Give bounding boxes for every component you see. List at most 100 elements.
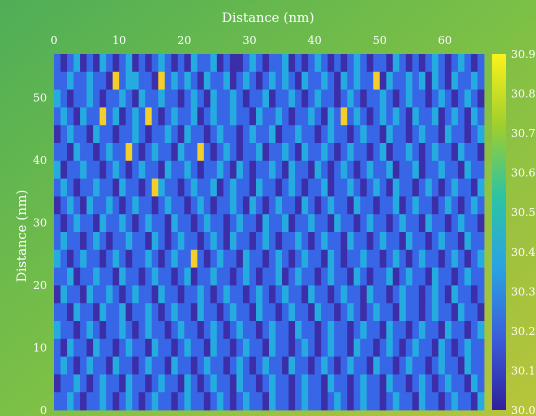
heatmap-cell bbox=[125, 71, 133, 90]
heatmap-cell bbox=[255, 356, 263, 375]
heatmap-cell bbox=[203, 89, 211, 108]
heatmap-cell bbox=[60, 89, 68, 108]
heatmap-cell bbox=[425, 338, 433, 357]
heatmap-cell bbox=[444, 232, 452, 251]
heatmap-cell bbox=[327, 321, 335, 340]
heatmap-cell bbox=[438, 214, 446, 233]
heatmap-cell bbox=[451, 160, 459, 179]
heatmap-cell bbox=[308, 356, 316, 375]
heatmap-cell bbox=[340, 303, 348, 322]
heatmap-cell bbox=[386, 321, 394, 340]
heatmap-cell bbox=[353, 374, 361, 393]
heatmap-cell bbox=[457, 143, 465, 162]
heatmap-cell bbox=[425, 374, 433, 393]
heatmap-cell bbox=[99, 392, 107, 411]
heatmap-cell bbox=[171, 321, 179, 340]
heatmap-cell bbox=[457, 374, 465, 393]
heatmap-cell bbox=[438, 374, 446, 393]
heatmap-cell bbox=[184, 267, 192, 286]
heatmap-cell bbox=[262, 249, 270, 268]
heatmap-cell bbox=[295, 54, 302, 73]
heatmap-cell bbox=[464, 267, 472, 286]
heatmap-cell bbox=[99, 214, 107, 233]
heatmap-cell bbox=[236, 125, 244, 144]
heatmap-cell bbox=[249, 143, 257, 162]
heatmap-cell bbox=[379, 249, 387, 268]
heatmap-cell bbox=[308, 89, 316, 108]
heatmap-cell bbox=[321, 321, 329, 340]
heatmap-cell bbox=[295, 249, 302, 268]
heatmap-cell bbox=[464, 285, 472, 304]
heatmap-cell bbox=[327, 338, 335, 357]
heatmap-cell bbox=[203, 196, 211, 215]
heatmap-cell bbox=[269, 374, 276, 393]
heatmap-cell bbox=[386, 249, 394, 268]
heatmap-cell bbox=[275, 249, 283, 268]
heatmap-cell bbox=[177, 71, 185, 90]
heatmap-cell bbox=[210, 196, 218, 215]
heatmap-cell bbox=[236, 54, 244, 73]
heatmap-cell bbox=[269, 143, 276, 162]
heatmap-cell bbox=[418, 374, 426, 393]
heatmap-cell bbox=[431, 285, 439, 304]
heatmap-cell bbox=[288, 125, 296, 144]
heatmap-cell bbox=[288, 107, 296, 126]
heatmap-cell bbox=[470, 338, 478, 357]
heatmap-cell bbox=[125, 125, 133, 144]
heatmap-cell bbox=[457, 178, 465, 197]
heatmap-cell bbox=[73, 267, 81, 286]
heatmap-cell bbox=[99, 249, 107, 268]
heatmap-cell bbox=[282, 374, 289, 393]
heatmap-cell bbox=[360, 143, 368, 162]
heatmap-cell bbox=[197, 303, 205, 322]
heatmap-cell bbox=[288, 214, 296, 233]
heatmap-cell bbox=[464, 338, 472, 357]
heatmap-cell bbox=[158, 249, 166, 268]
heatmap-cell bbox=[242, 89, 250, 108]
heatmap-cell bbox=[477, 392, 485, 411]
heatmap-cell bbox=[405, 89, 413, 108]
heatmap-cell bbox=[80, 178, 87, 197]
heatmap-cell bbox=[477, 303, 485, 322]
heatmap-cell bbox=[203, 356, 211, 375]
heatmap-cell bbox=[353, 321, 361, 340]
heatmap-cell bbox=[60, 71, 68, 90]
heatmap-cell bbox=[203, 303, 211, 322]
heatmap-cell bbox=[60, 125, 68, 144]
heatmap-cell bbox=[379, 196, 387, 215]
heatmap-cell bbox=[86, 321, 94, 340]
heatmap-cell bbox=[301, 178, 309, 197]
heatmap-cell bbox=[223, 107, 231, 126]
heatmap-cell bbox=[444, 178, 452, 197]
heatmap-cell bbox=[229, 392, 237, 411]
heatmap-cell bbox=[164, 125, 172, 144]
heatmap-cell bbox=[340, 71, 348, 90]
heatmap-cell bbox=[203, 214, 211, 233]
heatmap-cell bbox=[282, 107, 289, 126]
heatmap-cell bbox=[327, 71, 335, 90]
heatmap-cell bbox=[80, 107, 87, 126]
heatmap-cell bbox=[399, 71, 407, 90]
heatmap-cell bbox=[418, 178, 426, 197]
heatmap-cell bbox=[418, 54, 426, 73]
heatmap-cell bbox=[405, 267, 413, 286]
heatmap-cell bbox=[229, 143, 237, 162]
heatmap-cell bbox=[164, 196, 172, 215]
heatmap-cell bbox=[184, 374, 192, 393]
heatmap-cell bbox=[457, 125, 465, 144]
heatmap-cell bbox=[242, 107, 250, 126]
heatmap-cell bbox=[158, 125, 166, 144]
heatmap-cell bbox=[242, 267, 250, 286]
heatmap-cell bbox=[327, 54, 335, 73]
heatmap-cell bbox=[295, 178, 302, 197]
heatmap-cell bbox=[119, 196, 127, 215]
y-tick-label: 50 bbox=[33, 92, 47, 105]
heatmap-cell bbox=[347, 249, 355, 268]
heatmap-cell bbox=[418, 125, 426, 144]
heatmap-cell bbox=[295, 160, 302, 179]
heatmap-cell bbox=[470, 160, 478, 179]
heatmap-cell bbox=[138, 338, 146, 357]
heatmap-cell bbox=[106, 374, 114, 393]
heatmap-cell bbox=[340, 178, 348, 197]
heatmap-cell bbox=[184, 392, 192, 411]
